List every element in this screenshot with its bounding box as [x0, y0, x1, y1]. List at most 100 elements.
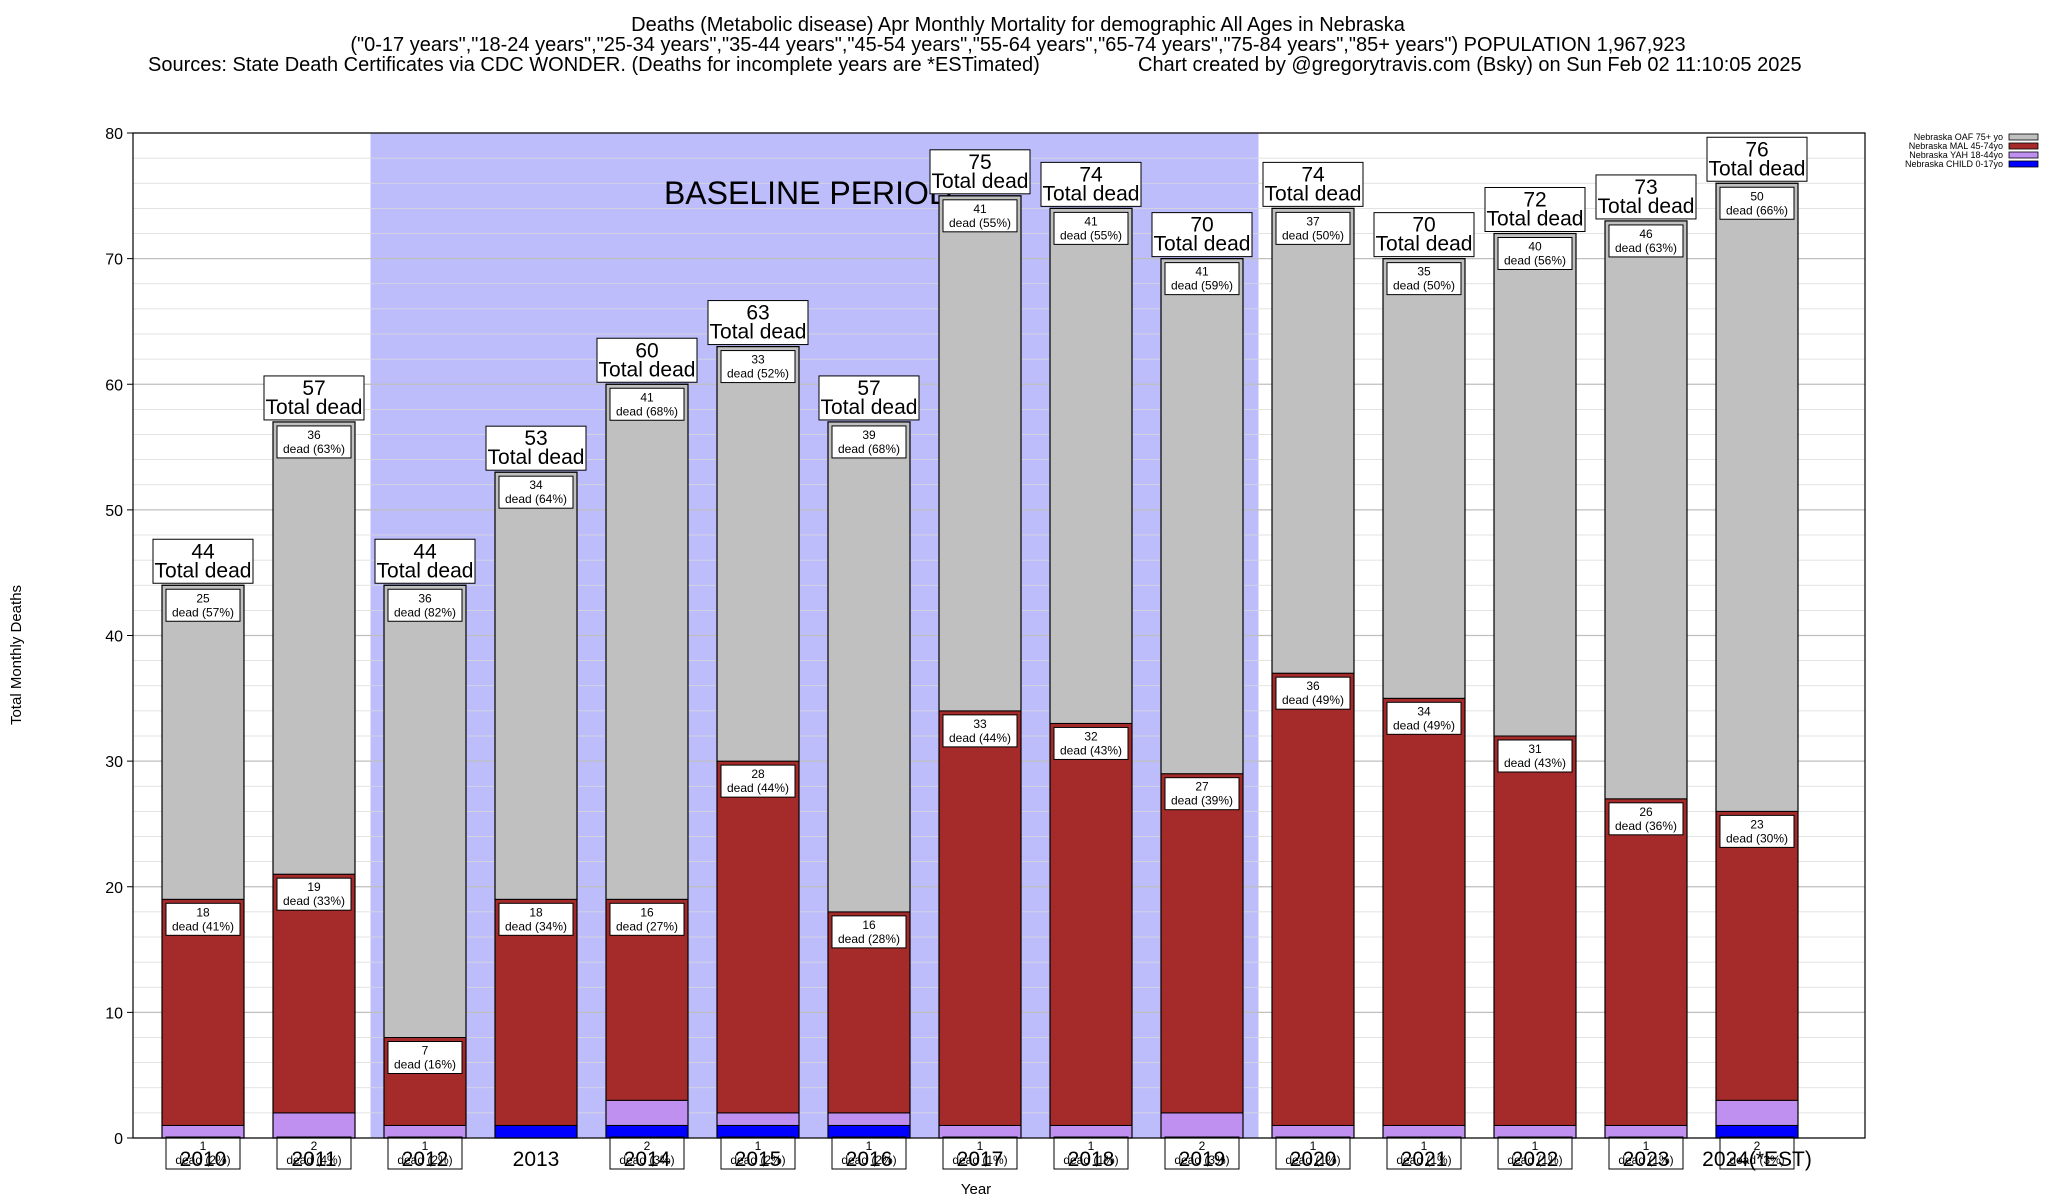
segment-label-box: [609, 387, 685, 421]
bar-segment: [605, 383, 689, 900]
total-label-value: 74: [1079, 163, 1103, 186]
total-label-box: [707, 300, 809, 346]
segment-label-count: 18: [529, 905, 543, 919]
segment-label-percent: dead (44%): [727, 781, 789, 795]
segment-label-percent: dead (3%): [1174, 1153, 1229, 1167]
segment-label-count: 1: [1421, 1139, 1428, 1153]
segment-label-box: [1608, 1136, 1684, 1170]
segment-label-percent: dead (50%): [1393, 279, 1455, 293]
segment-label-percent: dead (4%): [286, 1153, 341, 1167]
total-label-text: Total dead: [1154, 233, 1251, 256]
segment-label-count: 18: [196, 905, 210, 919]
legend-entry-label: Nebraska CHILD 0-17yo: [1905, 159, 2003, 169]
total-label-value: 60: [635, 339, 658, 362]
segment-label-box: [831, 915, 907, 949]
segment-label-count: 39: [862, 428, 876, 442]
segment-label-box: [1053, 726, 1129, 760]
x-tick-label: 2011: [291, 1148, 336, 1171]
segment-label-count: 25: [196, 591, 210, 605]
bar-segment: [938, 710, 1022, 1126]
y-tick-label: 70: [105, 252, 123, 269]
total-label-box: [818, 375, 920, 421]
total-label-text: Total dead: [1598, 195, 1695, 218]
segment-label-box: [1164, 1136, 1240, 1170]
total-label-value: 53: [524, 427, 547, 450]
bar-segment: [1604, 798, 1688, 1126]
segment-label-count: 27: [1195, 780, 1209, 794]
segment-label-percent: dead (3%): [619, 1153, 674, 1167]
legend-swatch: [2008, 160, 2039, 168]
segment-label-box: [1386, 1136, 1462, 1170]
segment-label-box: [165, 1136, 241, 1170]
bar-segment: [1493, 233, 1577, 737]
segment-label-percent: dead (43%): [1504, 756, 1566, 770]
segment-label-count: 2: [1754, 1139, 1761, 1153]
segment-label-count: 1: [200, 1139, 207, 1153]
chart-title: Deaths (Metabolic disease) Apr Monthly M…: [148, 14, 1802, 76]
segment-label-box: [276, 1136, 352, 1170]
segment-label-percent: dead (63%): [283, 442, 345, 456]
total-label-text: Total dead: [1043, 182, 1140, 205]
segment-label-box: [165, 902, 241, 936]
segment-label-box: [1608, 224, 1684, 258]
segment-label-percent: dead (82%): [394, 605, 456, 619]
bar-segment: [716, 346, 800, 762]
segment-label-box: [387, 588, 463, 622]
x-tick-label: 2024(*EST): [1702, 1148, 1812, 1171]
segment-label-percent: dead (16%): [394, 1058, 456, 1072]
segment-label-percent: dead (1%): [1063, 1153, 1118, 1167]
segment-label-percent: dead (3%): [1729, 1153, 1784, 1167]
segment-label-count: 31: [1528, 742, 1542, 756]
bar-segment: [1271, 672, 1355, 1126]
segment-label-count: 2: [1199, 1139, 1206, 1153]
segment-label-percent: dead (59%): [1171, 279, 1233, 293]
segment-label-percent: dead (41%): [172, 919, 234, 933]
y-tick-label: 0: [114, 1131, 123, 1148]
segment-label-percent: dead (68%): [616, 404, 678, 418]
x-tick-label: 2019: [1179, 1148, 1226, 1171]
x-axis-label: Year: [961, 1181, 991, 1198]
total-label-text: Total dead: [599, 358, 696, 381]
bar-segment: [1271, 207, 1355, 674]
segment-label-count: 28: [751, 767, 765, 781]
segment-label-percent: dead (39%): [1171, 794, 1233, 808]
bar-segment: [383, 1124, 467, 1139]
bar-segment: [161, 898, 245, 1126]
total-label-box: [596, 337, 698, 383]
segment-label-box: [1053, 1136, 1129, 1170]
segment-label-count: 41: [973, 202, 987, 216]
segment-label-percent: dead (1%): [1285, 1153, 1340, 1167]
total-label-value: 44: [413, 540, 437, 563]
segment-label-box: [1719, 1136, 1795, 1170]
bar-segment: [1049, 207, 1133, 724]
title-line-1: Deaths (Metabolic disease) Apr Monthly M…: [631, 14, 1406, 36]
total-label-box: [374, 538, 476, 584]
segment-label-percent: dead (33%): [283, 894, 345, 908]
total-label-box: [1040, 161, 1142, 207]
segment-label-box: [1497, 739, 1573, 773]
segment-label-box: [1386, 701, 1462, 735]
segment-label-count: 36: [1306, 679, 1320, 693]
bar-segment: [1160, 258, 1244, 775]
legend-entry-label: Nebraska MAL 45-74yo: [1909, 141, 2003, 151]
segment-label-percent: dead (43%): [1060, 743, 1122, 757]
total-label-text: Total dead: [710, 321, 807, 344]
segment-label-box: [498, 902, 574, 936]
x-tick-label: 2013: [513, 1148, 560, 1171]
bar-segment: [1382, 1124, 1466, 1139]
segment-label-percent: dead (52%): [727, 367, 789, 381]
segment-label-percent: dead (1%): [952, 1153, 1007, 1167]
total-label-text: Total dead: [488, 446, 585, 469]
segment-label-percent: dead (50%): [1282, 228, 1344, 242]
bar-segment: [827, 421, 911, 913]
bar-segment: [383, 584, 467, 1038]
x-tick-label: 2021: [1401, 1148, 1448, 1171]
segment-label-box: [609, 1136, 685, 1170]
segment-label-percent: dead (56%): [1504, 254, 1566, 268]
total-label-text: Total dead: [155, 559, 252, 582]
segment-label-percent: dead (36%): [1615, 819, 1677, 833]
segment-label-percent: dead (68%): [838, 442, 900, 456]
